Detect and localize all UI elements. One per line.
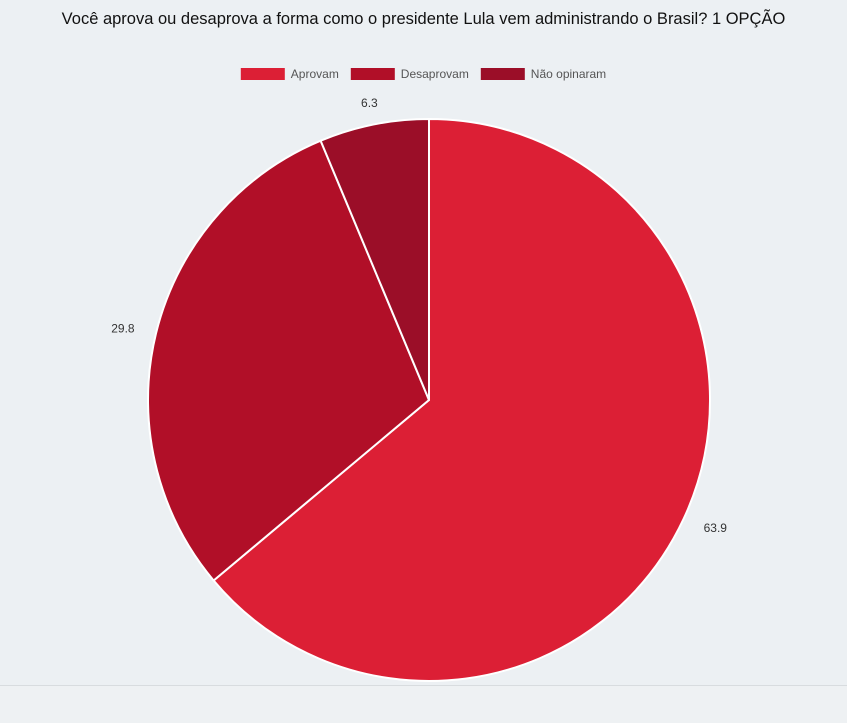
legend: Aprovam Desaprovam Não opinaram [240, 67, 606, 81]
data-label-aprovam: 63.9 [704, 521, 728, 535]
legend-swatch-aprovam[interactable] [240, 68, 285, 80]
data-label-nao-opinaram: 6.3 [361, 96, 378, 110]
pie-slices [147, 118, 711, 682]
footer-divider [0, 685, 847, 686]
legend-label-nao-opinaram[interactable]: Não opinaram [531, 67, 606, 81]
legend-swatch-nao-opinaram[interactable] [480, 68, 525, 80]
legend-label-aprovam[interactable]: Aprovam [291, 67, 339, 81]
data-label-desaprovam: 29.8 [111, 321, 135, 335]
legend-swatch-desaprovam[interactable] [350, 68, 395, 80]
chart-title: Você aprova ou desaprova a forma como o … [61, 10, 786, 28]
data-labels: 63.9 29.8 6.3 [111, 96, 727, 535]
pie-slice-aprovam[interactable] [212, 118, 711, 682]
footer-area [0, 686, 847, 723]
pie-slice-desaprovam[interactable] [147, 139, 430, 582]
legend-label-desaprovam[interactable]: Desaprovam [401, 67, 469, 81]
pie-slice-nao-opinaram[interactable] [319, 118, 430, 401]
